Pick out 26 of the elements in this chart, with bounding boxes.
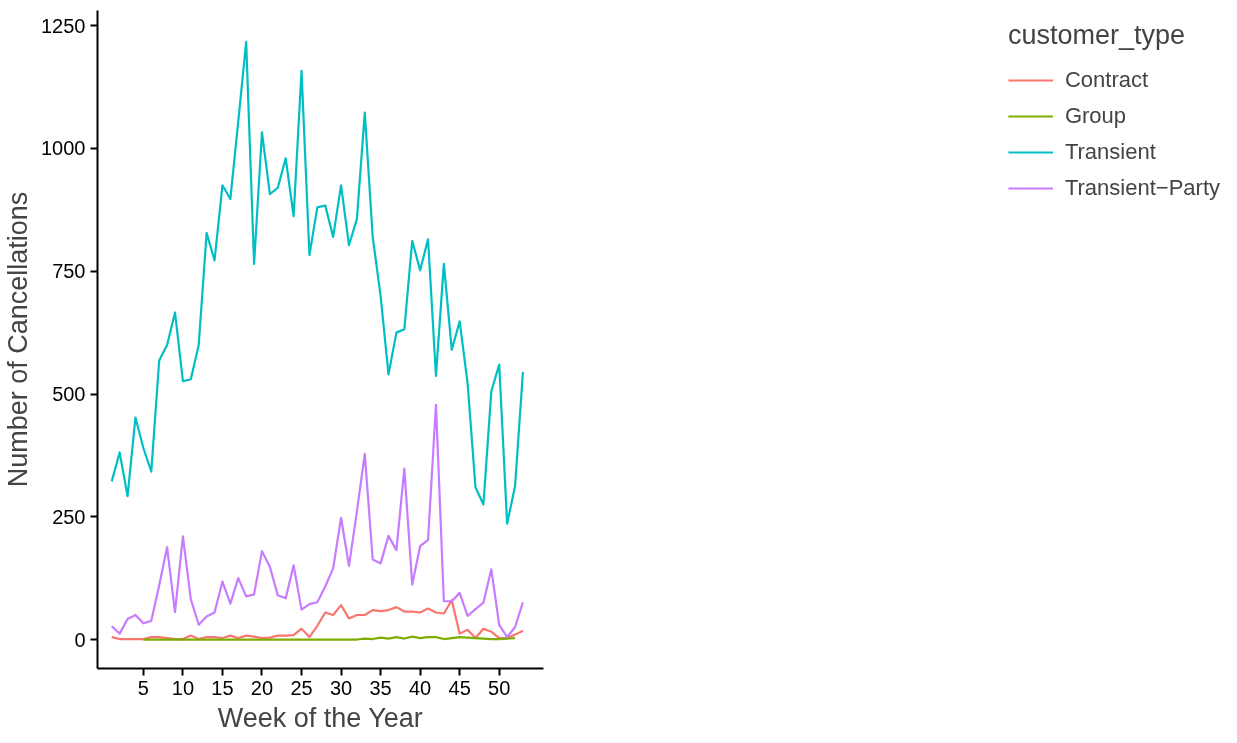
- x-tick-label: 5: [137, 676, 149, 699]
- legend-title: customer_type: [1007, 20, 1186, 51]
- legend-label: Transient−Party: [1064, 175, 1220, 201]
- x-tick-label: 15: [211, 676, 234, 699]
- y-tick-label: 750: [52, 260, 86, 283]
- x-tick-label: 30: [329, 676, 353, 699]
- y-tick-label: 0: [74, 628, 86, 651]
- line-series: [110, 403, 525, 639]
- x-tick-label: 10: [171, 676, 195, 699]
- line-series: [110, 599, 525, 641]
- x-tick-label: 20: [250, 676, 274, 699]
- y-axis-title: Number of Cancellations: [3, 191, 34, 488]
- x-axis-title: Week of the Year: [217, 702, 423, 733]
- legend-label: Group: [1064, 103, 1127, 129]
- y-tick-label: 1000: [41, 137, 86, 160]
- y-tick-label: 1250: [41, 14, 86, 37]
- x-tick-label: 25: [290, 676, 313, 699]
- line-series: [110, 40, 525, 525]
- x-tick-label: 50: [488, 676, 511, 699]
- x-tick-label: 35: [369, 676, 392, 699]
- y-tick-label: 250: [52, 505, 86, 528]
- x-tick-label: 45: [448, 676, 471, 699]
- x-tick-label: 40: [409, 676, 432, 699]
- legend-label: Contract: [1064, 67, 1149, 93]
- legend-label: Transient: [1064, 139, 1156, 165]
- y-tick-label: 500: [52, 383, 86, 406]
